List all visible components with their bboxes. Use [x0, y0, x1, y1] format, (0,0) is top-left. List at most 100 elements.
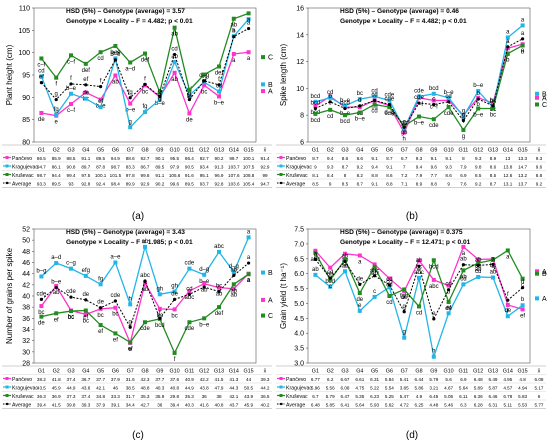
- significance-letter: g: [403, 304, 406, 310]
- table-header-cell: G2: [327, 148, 334, 154]
- data-point: [491, 104, 495, 108]
- table-header-cell: G6: [386, 369, 393, 375]
- y-tick-label: 3.0: [294, 361, 304, 368]
- data-point: [372, 264, 377, 269]
- table-cell: 89.5: [185, 181, 194, 186]
- significance-letter: a: [314, 255, 318, 261]
- table-row-label: Kruševac: [286, 394, 308, 400]
- table-header-cell: G13: [214, 369, 224, 375]
- table-header-cell: x̄: [538, 148, 541, 154]
- significance-letter: c–g: [66, 261, 76, 267]
- data-point: [113, 331, 118, 336]
- table-header-cell: G3: [341, 369, 348, 375]
- table-cell: 94.9: [111, 156, 120, 161]
- significance-letter: cde: [385, 111, 395, 117]
- table-header-cell: G12: [473, 369, 483, 375]
- table-header-cell: G10: [443, 148, 453, 154]
- table-cell: 9: [329, 181, 332, 186]
- data-point: [358, 282, 362, 286]
- data-point: [231, 16, 236, 21]
- data-point: [128, 96, 132, 100]
- table-cell: 88.5: [67, 156, 76, 161]
- significance-letter: e: [358, 303, 362, 309]
- data-point: [231, 52, 236, 57]
- hsd-annotation: HSD (5%) – Genotype (average) = 0.46: [340, 8, 459, 15]
- data-point: [491, 262, 495, 267]
- table-cell: 8.9: [416, 181, 423, 186]
- significance-letter: f: [100, 79, 102, 85]
- table-cell: 40.8: [170, 385, 179, 390]
- y-tick-label: 48: [22, 249, 30, 256]
- table-cell: 9.3: [327, 164, 334, 169]
- significance-letter: de: [401, 295, 408, 301]
- table-cell: 13.8: [503, 164, 512, 169]
- table-cell: 91.3: [215, 164, 224, 169]
- table-cell: 89.9: [126, 181, 135, 186]
- data-point: [158, 94, 162, 99]
- table-cell: 103.6: [228, 181, 240, 186]
- table-cell: 44.2: [261, 385, 270, 390]
- significance-letter: b: [477, 91, 481, 97]
- data-point: [157, 306, 162, 311]
- data-point: [172, 289, 177, 294]
- significance-letter: bc: [171, 313, 177, 319]
- y-tick-label: 10: [296, 86, 304, 93]
- y-tick-label: 6.5: [294, 256, 304, 263]
- data-point: [54, 261, 59, 266]
- y-tick-label: 6: [300, 140, 304, 147]
- table-cell: 13.7: [518, 181, 527, 186]
- significance-letter: e: [55, 120, 59, 126]
- significance-letter: ef: [98, 99, 103, 105]
- significance-letter: cd: [386, 277, 392, 283]
- significance-letter: f: [218, 77, 220, 83]
- table-cell: 39.3: [261, 377, 270, 382]
- table-cell: 13.3: [518, 156, 527, 161]
- significance-letter: def: [141, 58, 150, 64]
- data-point: [143, 279, 147, 283]
- significance-letter: f: [70, 76, 72, 82]
- data-point: [231, 286, 236, 291]
- table-cell: 48.8: [141, 385, 150, 390]
- significance-letter: cde: [185, 261, 195, 267]
- y-tick-label: 7.5: [294, 227, 304, 234]
- data-point: [39, 56, 44, 61]
- data-point: [313, 111, 318, 116]
- data-point: [313, 248, 318, 253]
- significance-letter: cd: [416, 310, 422, 316]
- y-tick-label: 105: [18, 28, 30, 35]
- significance-letter: bcd: [311, 94, 321, 100]
- table-cell: 4.72: [400, 402, 409, 407]
- data-point: [476, 274, 481, 279]
- table-cell: 41.5: [215, 377, 224, 382]
- table-cell: 8.8: [431, 181, 438, 186]
- significance-letter: gh: [171, 284, 178, 290]
- y-tick-label: 34: [22, 327, 30, 334]
- data-point: [417, 94, 421, 99]
- significance-letter: g: [55, 92, 58, 98]
- table-cell: 40.2: [261, 402, 270, 407]
- table-cell: 6.31: [370, 377, 379, 382]
- significance-letter: gh: [156, 286, 163, 292]
- data-point: [172, 350, 177, 355]
- data-point: [520, 43, 525, 48]
- data-point: [187, 266, 192, 271]
- table-cell: 83.3: [126, 164, 135, 169]
- table-cell: 99.4: [67, 173, 76, 178]
- table-header-cell: x̄: [264, 148, 267, 154]
- data-point: [387, 98, 392, 103]
- significance-letter: abc: [140, 273, 150, 279]
- significance-letter: bcd: [340, 119, 350, 125]
- data-point: [54, 97, 58, 102]
- significance-letter: ef: [54, 317, 59, 323]
- table-cell: 9.3: [475, 156, 482, 161]
- data-point: [39, 314, 44, 319]
- table-cell: 50.5: [244, 385, 253, 390]
- table-cell: 35.3: [141, 394, 150, 399]
- table-cell: 8.8: [536, 173, 543, 178]
- table-cell: 91.1: [155, 173, 164, 178]
- data-point: [520, 23, 525, 28]
- table-cell: 94.7: [37, 164, 46, 169]
- table-cell: 43.7: [229, 402, 238, 407]
- significance-letter: bcd: [311, 101, 321, 107]
